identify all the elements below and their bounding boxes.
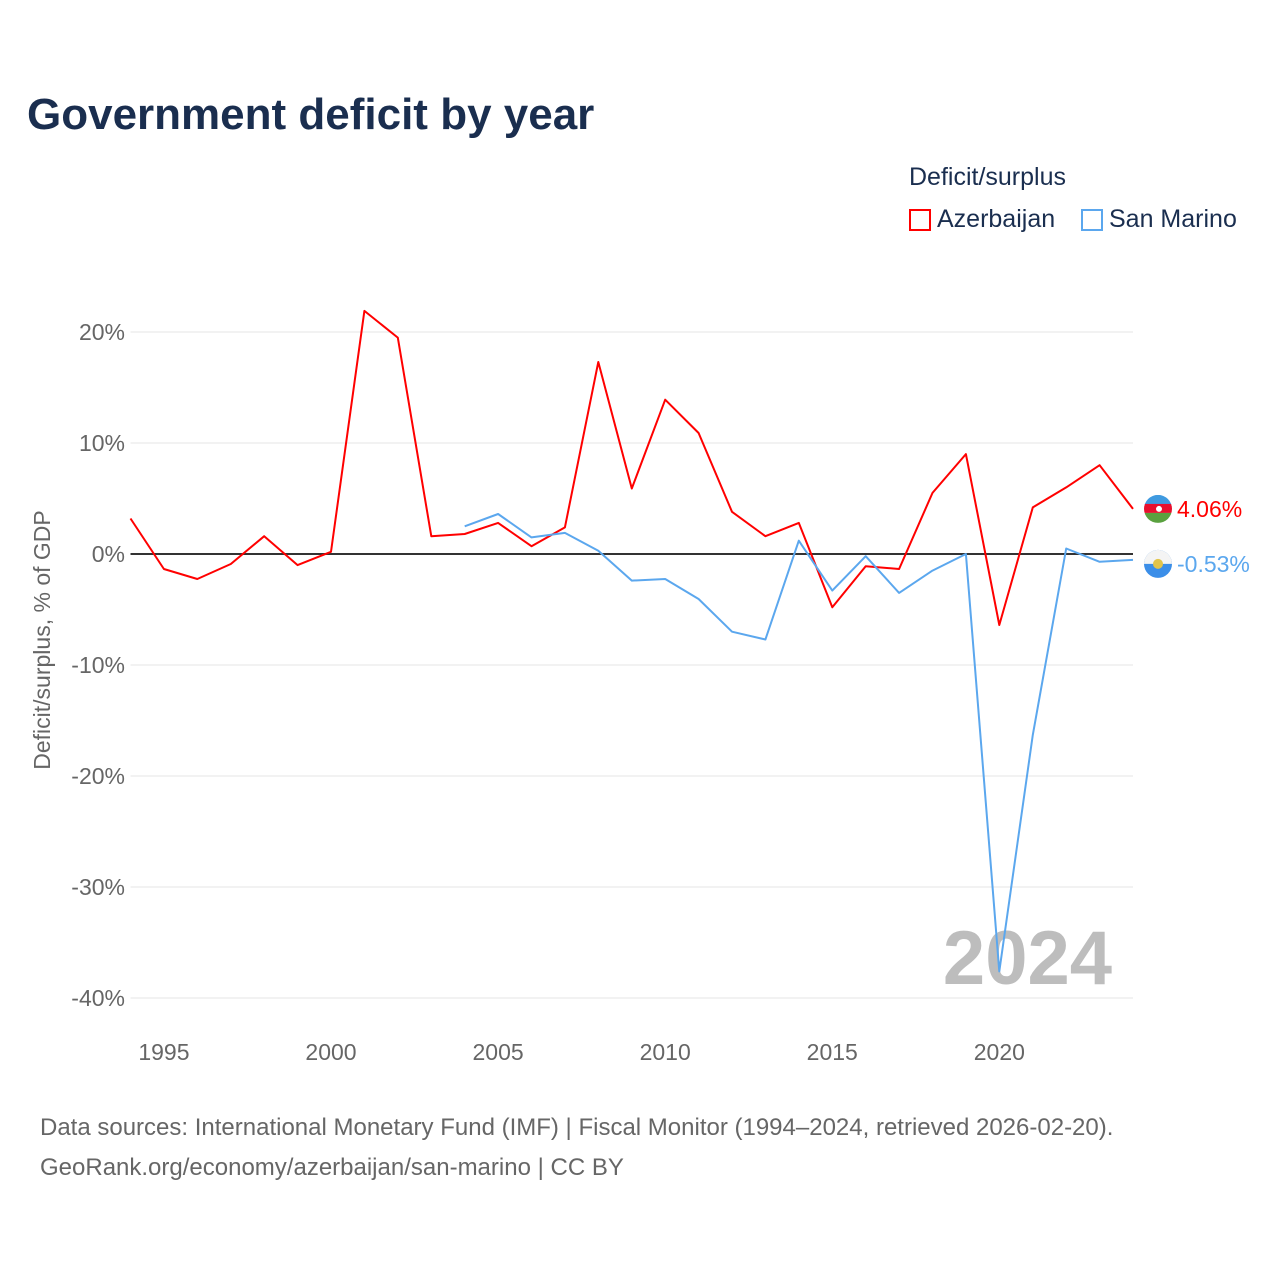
y-tick-label: 20% — [79, 319, 125, 345]
legend-item-azerbaijan[interactable]: Azerbaijan — [909, 205, 1055, 234]
x-tick-label: 2000 — [305, 1039, 356, 1065]
data-point — [662, 397, 668, 403]
legend-item-san-marino[interactable]: San Marino — [1081, 205, 1237, 234]
data-point — [395, 335, 401, 341]
y-tick-label: -10% — [71, 652, 125, 678]
data-point — [796, 520, 802, 526]
data-point — [529, 534, 535, 540]
data-point — [896, 590, 902, 596]
data-point — [562, 524, 568, 530]
flag-emblem — [1153, 558, 1163, 569]
data-point — [1097, 462, 1103, 468]
end-value-label: -0.53% — [1177, 551, 1250, 577]
end-value-label: 4.06% — [1177, 496, 1242, 522]
data-point — [662, 576, 668, 582]
data-point — [495, 511, 501, 517]
data-point — [1097, 559, 1103, 565]
data-point — [128, 515, 134, 521]
y-tick-label: -20% — [71, 763, 125, 789]
data-point — [328, 549, 334, 555]
data-point — [896, 566, 902, 572]
data-point — [729, 509, 735, 515]
data-point — [963, 451, 969, 457]
y-tick-label: 10% — [79, 430, 125, 456]
y-tick-label: -30% — [71, 874, 125, 900]
data-point — [629, 486, 635, 492]
data-point — [295, 562, 301, 568]
data-point — [1030, 732, 1036, 738]
data-sources: Data sources: International Monetary Fun… — [40, 1114, 1114, 1141]
line-chart: 2024 20% 10% 0% -10% -20% -30% -40% 1995 2000 2005… — [29, 308, 1250, 1065]
year-watermark: 2024 — [943, 916, 1112, 1001]
x-tick-label: 2020 — [974, 1039, 1025, 1065]
data-point — [361, 308, 367, 314]
data-point — [829, 588, 835, 594]
data-point — [762, 636, 768, 642]
footer: Data sources: International Monetary Fun… — [40, 1108, 1113, 1188]
legend-swatch — [1081, 208, 1103, 231]
y-tick-label: 0% — [92, 541, 125, 567]
data-point — [963, 551, 969, 557]
data-point — [696, 430, 702, 436]
data-point — [796, 538, 802, 544]
data-point — [595, 548, 601, 554]
data-point — [996, 622, 1002, 628]
data-point — [930, 490, 936, 496]
legend-title: Deficit/surplus — [909, 163, 1066, 191]
data-point — [194, 576, 200, 582]
data-point — [829, 604, 835, 610]
legend-label: Azerbaijan — [937, 205, 1056, 233]
data-point — [629, 578, 635, 584]
series-line-azerbaijan — [129, 309, 1134, 626]
x-tick-label: 1995 — [138, 1039, 189, 1065]
flag-crescent — [1156, 505, 1162, 512]
flag-white — [1144, 549, 1172, 564]
data-point — [562, 530, 568, 536]
data-point — [1130, 557, 1136, 563]
data-point — [495, 520, 501, 526]
data-point — [462, 531, 468, 537]
data-point — [462, 523, 468, 529]
data-point — [696, 596, 702, 602]
data-point — [863, 563, 869, 569]
x-tick-label: 2010 — [640, 1039, 691, 1065]
data-point — [595, 359, 601, 365]
legend-swatch — [909, 208, 931, 231]
data-point — [428, 533, 434, 539]
data-point — [228, 561, 234, 567]
data-point — [996, 968, 1002, 974]
attribution: GeoRank.org/economy/azerbaijan/san-marin… — [40, 1154, 624, 1181]
data-point — [729, 629, 735, 635]
data-point — [1030, 504, 1036, 510]
x-tick-label: 2005 — [472, 1039, 523, 1065]
data-point — [863, 553, 869, 559]
data-point — [1130, 506, 1136, 512]
data-point — [1063, 484, 1069, 490]
y-tick-label: -40% — [71, 985, 125, 1011]
legend-label: San Marino — [1109, 205, 1237, 233]
data-point — [529, 543, 535, 549]
data-point — [1063, 545, 1069, 551]
chart-title: Government deficit by year — [27, 90, 595, 139]
y-axis-label: Deficit/surplus, % of GDP — [29, 510, 55, 769]
data-point — [930, 568, 936, 574]
series-line-san-marino — [464, 513, 1134, 973]
data-point — [261, 533, 267, 539]
data-point — [762, 533, 768, 539]
data-point — [161, 566, 167, 572]
x-tick-label: 2015 — [807, 1039, 858, 1065]
